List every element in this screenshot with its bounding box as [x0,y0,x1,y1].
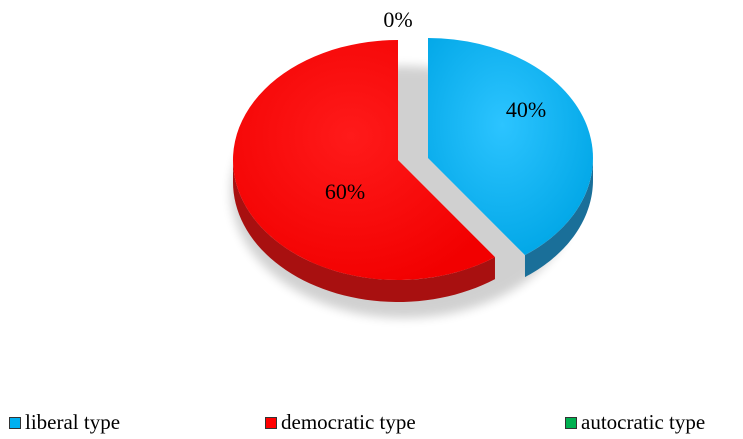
pie-side-liberal [524,158,593,278]
legend-item-democratic: democratic type [265,410,416,435]
data-label-democratic: 60% [325,179,365,204]
legend-item-autocratic: autocratic type [565,410,705,435]
legend-swatch-liberal [9,416,21,429]
pie-slice-democratic [232,39,495,281]
legend-label-autocratic: autocratic type [581,410,706,434]
legend-label-democratic: democratic type [281,410,416,434]
pie-side-democratic [233,160,495,302]
pie-chart: 40% 60% 0% [231,7,593,318]
pie-slice-liberal [428,38,593,256]
legend-item-liberal: liberal type [9,410,120,435]
legend: liberal type democratic type autocratic … [0,410,743,436]
data-label-autocratic: 0% [383,7,412,32]
data-label-liberal: 40% [506,97,546,122]
legend-swatch-democratic [265,416,277,429]
legend-swatch-autocratic [565,416,577,429]
legend-label-liberal: liberal type [25,410,121,434]
